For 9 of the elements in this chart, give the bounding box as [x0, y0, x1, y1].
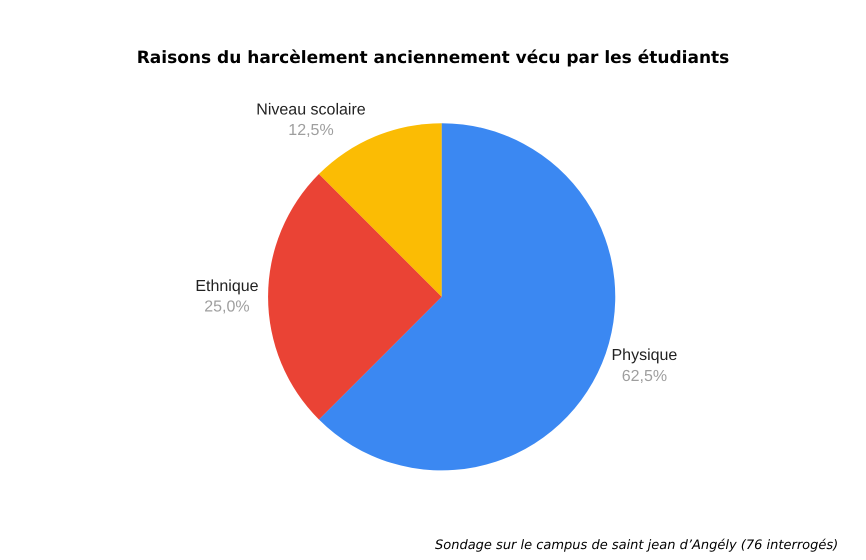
text: Sondage sur le campus de saint jean d’Angély (76 interrogés)	[435, 538, 838, 553]
slice-label: Physique	[611, 347, 678, 364]
data-label: 25,0%	[204, 298, 250, 316]
slice-label: Niveau scolaire	[256, 101, 366, 118]
pie-slice	[268, 174, 442, 420]
chart-title: Raisons du harcèlement anciennement vécu par les étudiants	[136, 48, 730, 68]
slice-label: Ethnique	[195, 278, 259, 295]
data-label: 62,5%	[622, 368, 668, 385]
data-label: 12,5%	[288, 122, 334, 140]
